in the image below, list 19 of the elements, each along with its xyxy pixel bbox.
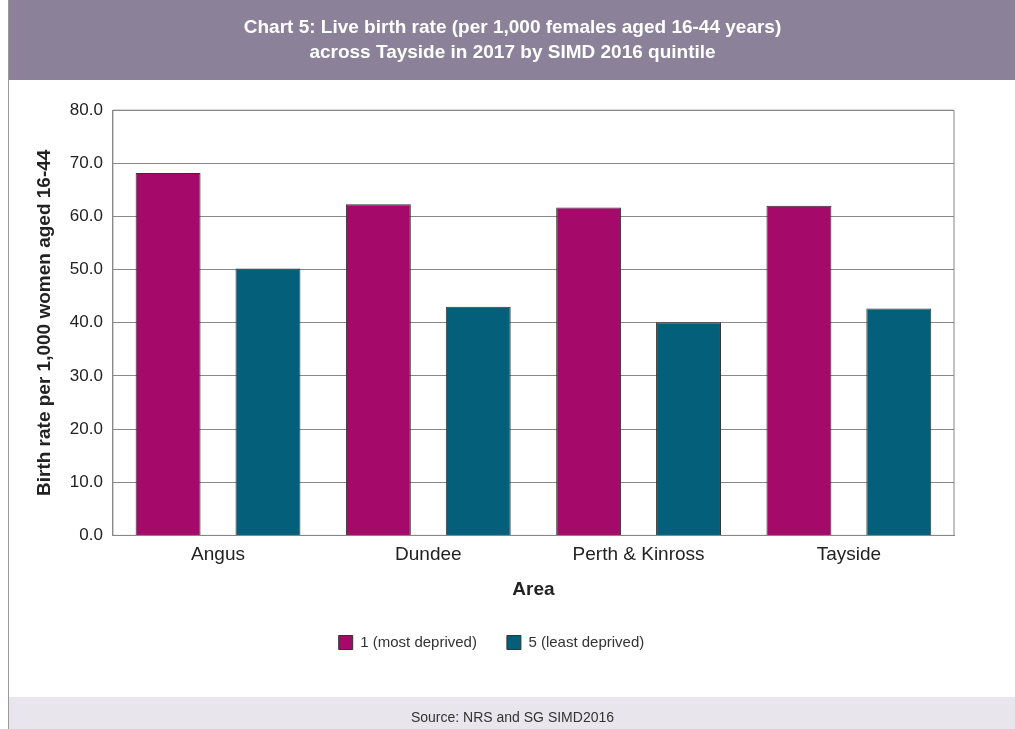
y-tick-label: 60.0 bbox=[69, 206, 103, 226]
legend-label: 5 (least deprived) bbox=[528, 632, 645, 650]
y-tick-label: 20.0 bbox=[69, 418, 103, 438]
x-tick-label: Perth & Kinross bbox=[572, 543, 705, 565]
y-axis-title: Birth rate per 1,000 women aged 16-44 bbox=[32, 149, 54, 496]
legend-label: 1 (most deprived) bbox=[360, 632, 477, 650]
y-tick-label: 70.0 bbox=[69, 153, 103, 173]
y-tick-label: 0.0 bbox=[79, 525, 103, 545]
y-tick-label: 10.0 bbox=[69, 471, 103, 491]
x-axis-title: Area bbox=[512, 577, 555, 599]
x-tick-label: Tayside bbox=[816, 543, 882, 565]
chart-title: Chart 5: Live birth rate (per 1,000 females aged 16-44 years) across Tayside in 2017 by SIMD 2016 quintile bbox=[9, 0, 1015, 80]
y-tick-label: 80.0 bbox=[69, 99, 103, 119]
y-tick-label: 40.0 bbox=[69, 312, 103, 332]
x-tick-label: Angus bbox=[191, 543, 245, 565]
y-tick-label: 30.0 bbox=[69, 365, 103, 385]
source-note: Source: NRS and SG SIMD2016 bbox=[9, 697, 1015, 729]
y-tick-label: 50.0 bbox=[69, 259, 103, 279]
x-tick-label: Dundee bbox=[395, 543, 462, 565]
